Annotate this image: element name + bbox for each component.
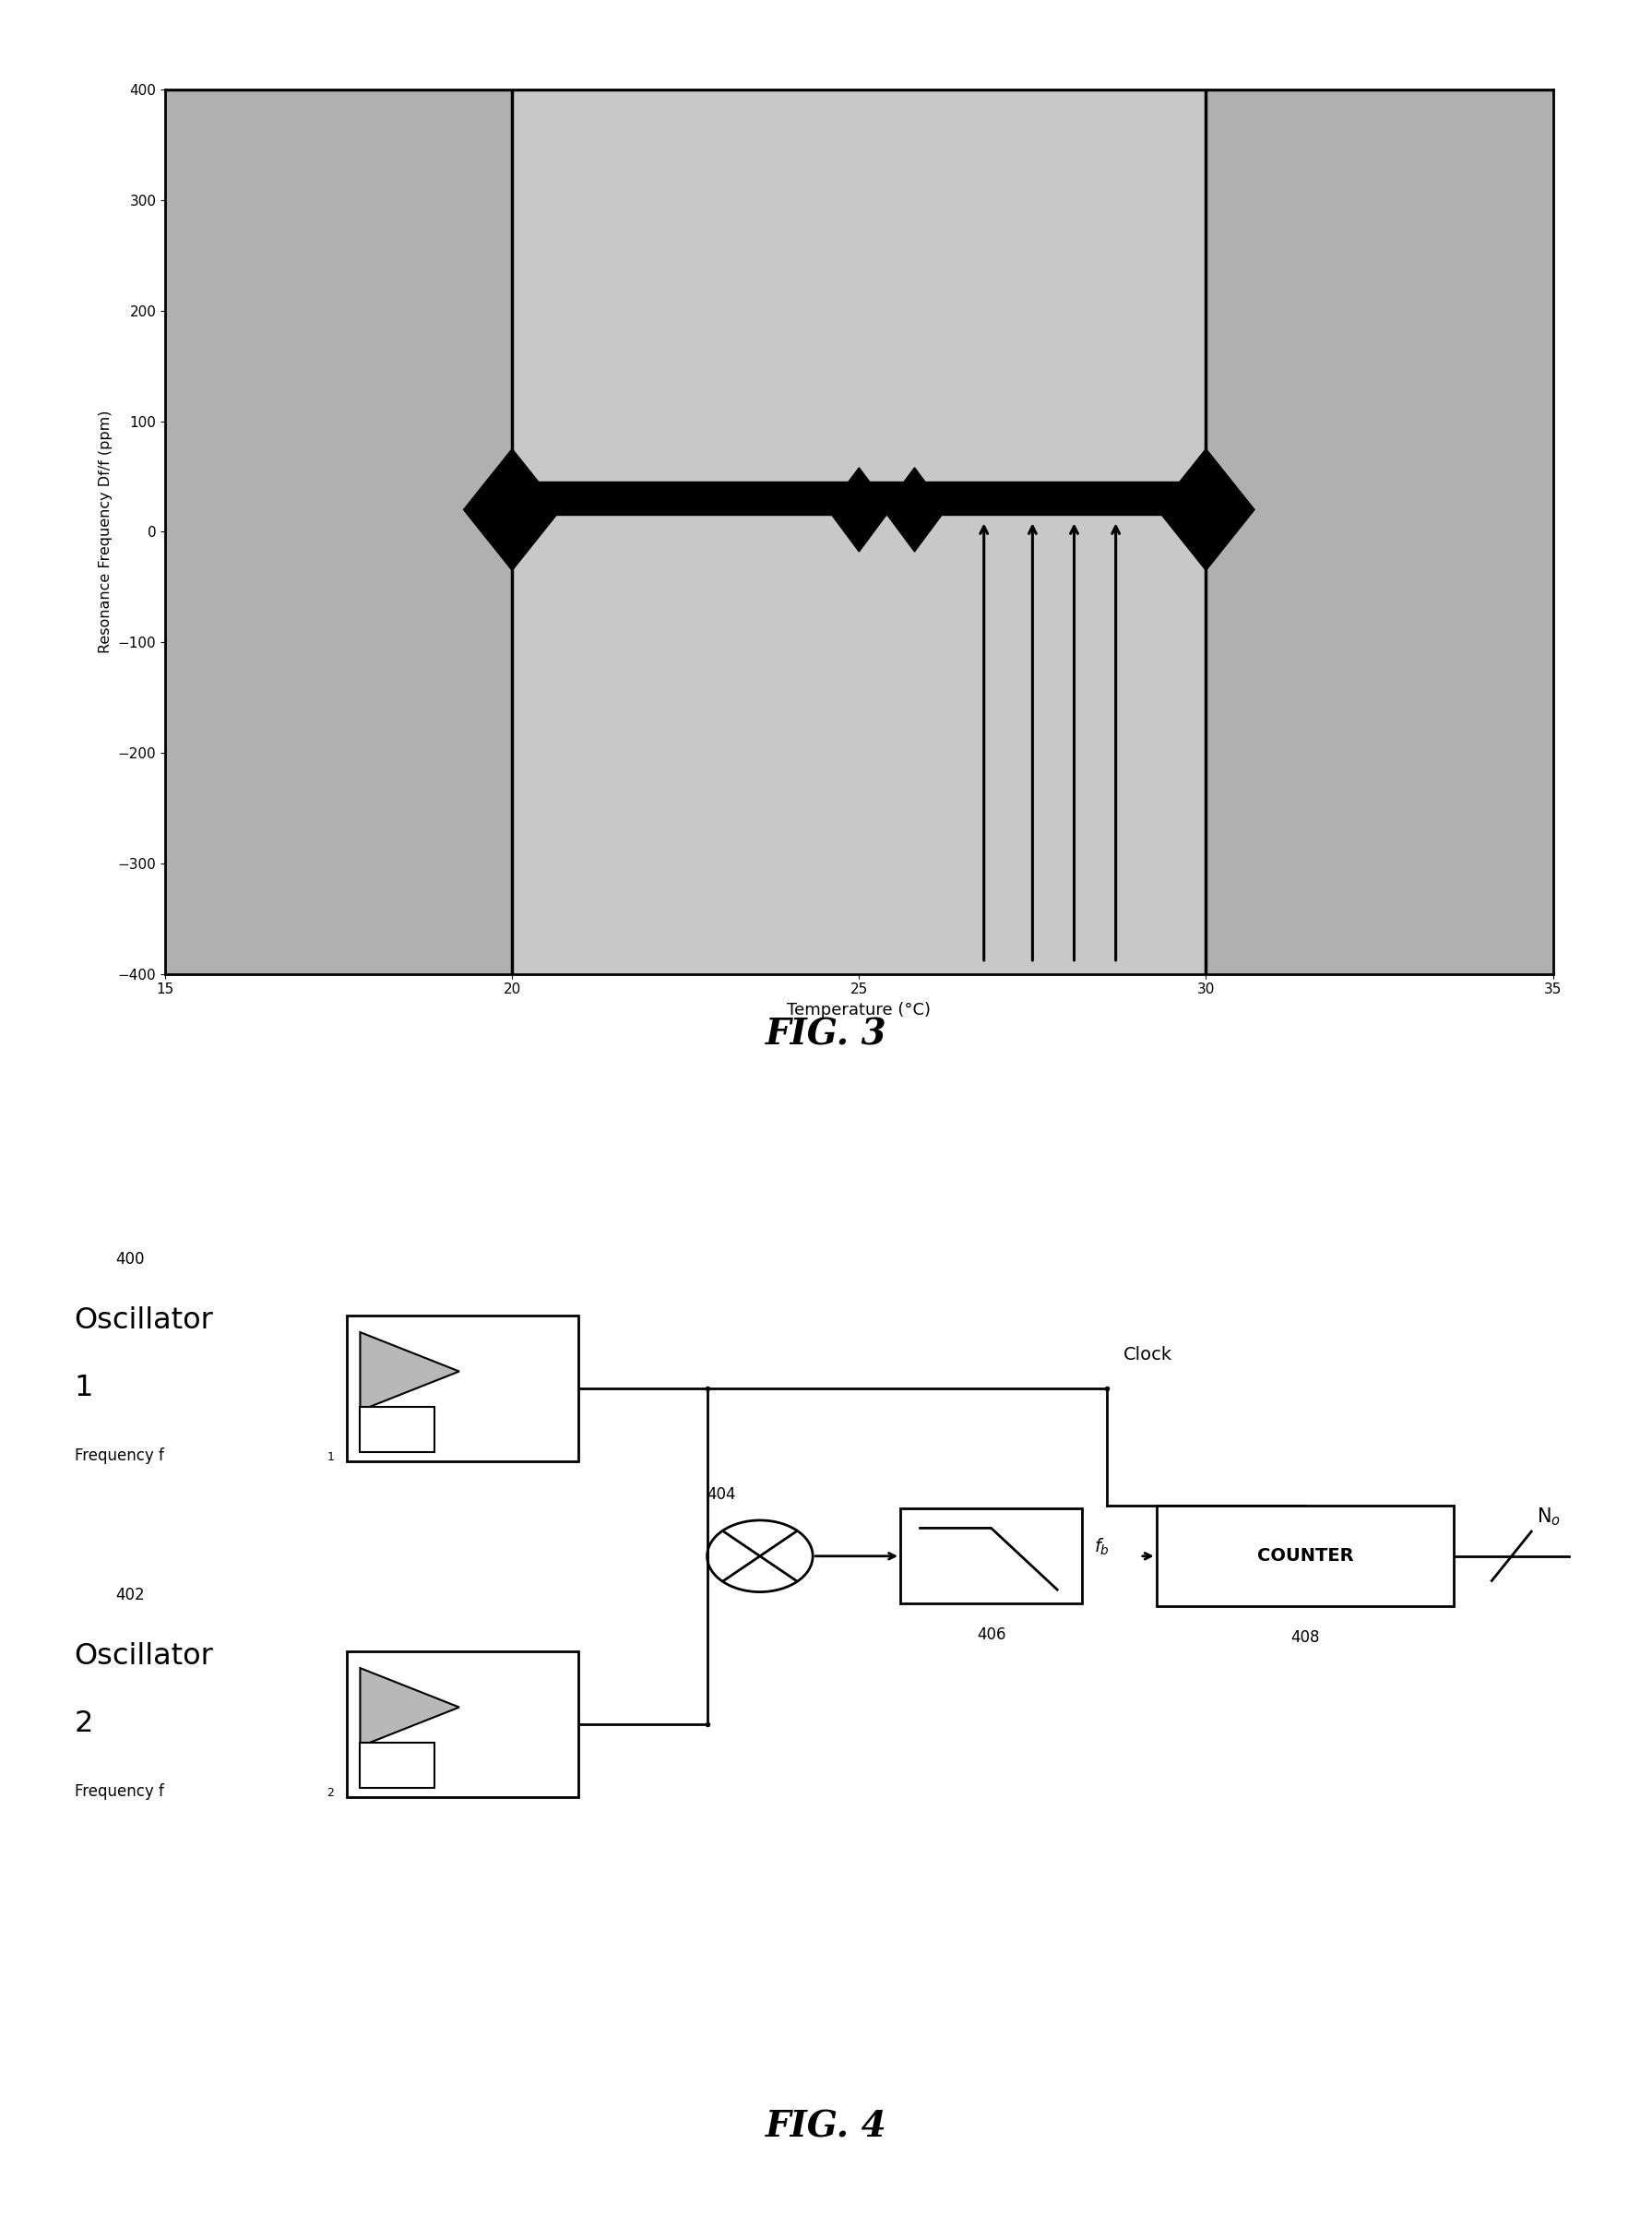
Bar bbox=[347, 1317, 578, 1462]
Polygon shape bbox=[884, 468, 947, 551]
Text: 404: 404 bbox=[707, 1487, 737, 1502]
Text: $f_b$: $f_b$ bbox=[1094, 1536, 1108, 1558]
Bar bbox=[360, 1408, 434, 1453]
Bar bbox=[512, 90, 1206, 974]
Text: 408: 408 bbox=[1290, 1630, 1320, 1646]
Text: 406: 406 bbox=[976, 1626, 1006, 1643]
Polygon shape bbox=[464, 448, 560, 571]
Text: N$_o$: N$_o$ bbox=[1536, 1507, 1561, 1527]
X-axis label: Temperature (°C): Temperature (°C) bbox=[786, 1001, 932, 1019]
Text: 2: 2 bbox=[327, 1787, 334, 1800]
Text: 2: 2 bbox=[74, 1711, 93, 1737]
Polygon shape bbox=[828, 468, 890, 551]
Text: 400: 400 bbox=[116, 1252, 145, 1267]
Text: COUNTER: COUNTER bbox=[1257, 1547, 1353, 1565]
Polygon shape bbox=[360, 1668, 459, 1746]
Text: 1: 1 bbox=[74, 1375, 93, 1402]
Bar bbox=[360, 1742, 434, 1787]
Text: 402: 402 bbox=[116, 1587, 145, 1603]
Text: Oscillator: Oscillator bbox=[74, 1308, 213, 1334]
Bar bbox=[347, 1652, 578, 1796]
Text: Oscillator: Oscillator bbox=[74, 1643, 213, 1670]
Bar bbox=[900, 1509, 1082, 1603]
Polygon shape bbox=[360, 1332, 459, 1411]
Text: FIG. 3: FIG. 3 bbox=[765, 1017, 887, 1052]
Y-axis label: Resonance Frequency Df/f (ppm): Resonance Frequency Df/f (ppm) bbox=[99, 410, 112, 654]
Text: Clock: Clock bbox=[1123, 1346, 1173, 1364]
Text: FIG. 4: FIG. 4 bbox=[765, 2109, 887, 2145]
Bar bbox=[512, 481, 1206, 515]
Text: Frequency f: Frequency f bbox=[74, 1782, 164, 1800]
Text: Frequency f: Frequency f bbox=[74, 1446, 164, 1464]
Polygon shape bbox=[1158, 448, 1254, 571]
Text: 1: 1 bbox=[327, 1451, 334, 1464]
Bar bbox=[1156, 1505, 1454, 1608]
